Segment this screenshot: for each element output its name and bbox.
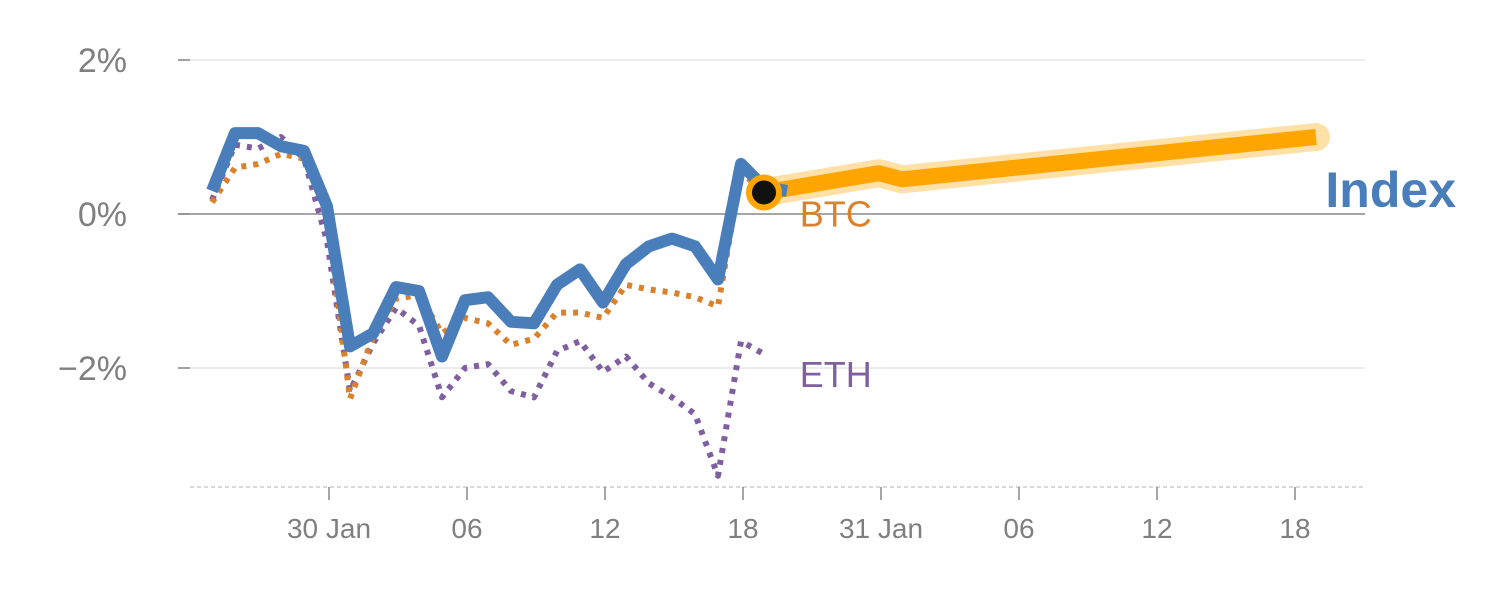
x-tick-label: 30 Jan: [287, 513, 371, 544]
x-tick-label: 12: [1141, 513, 1172, 544]
current-point-marker: [746, 174, 782, 211]
grid-layer: [178, 59, 1365, 369]
index-series-line: [206, 127, 788, 363]
index-series-label: Index: [1325, 162, 1456, 218]
btc-series-line: [209, 150, 767, 402]
label-layer: Index BTC ETH: [746, 162, 1456, 395]
x-tick-label: 31 Jan: [839, 513, 923, 544]
eth-series-label: ETH: [800, 354, 872, 395]
x-tick-label: 18: [1279, 513, 1310, 544]
y-tick-label: 0%: [78, 196, 127, 234]
series-layer: [206, 123, 1330, 479]
x-tick-label: 18: [727, 513, 758, 544]
y-tick-label: −2%: [58, 350, 127, 388]
x-tick-label: 06: [1003, 513, 1034, 544]
eth-series-line: [209, 134, 766, 479]
btc-series-label: BTC: [800, 194, 872, 235]
x-tick-label: 06: [451, 513, 482, 544]
x-tick-label: 12: [589, 513, 620, 544]
axis-layer: 2% 0% −2% 30 Jan 06 12 18 31 Jan 06 12 18: [58, 42, 1365, 544]
y-tick-label: 2%: [78, 42, 127, 80]
forecast-line: [762, 129, 1317, 201]
